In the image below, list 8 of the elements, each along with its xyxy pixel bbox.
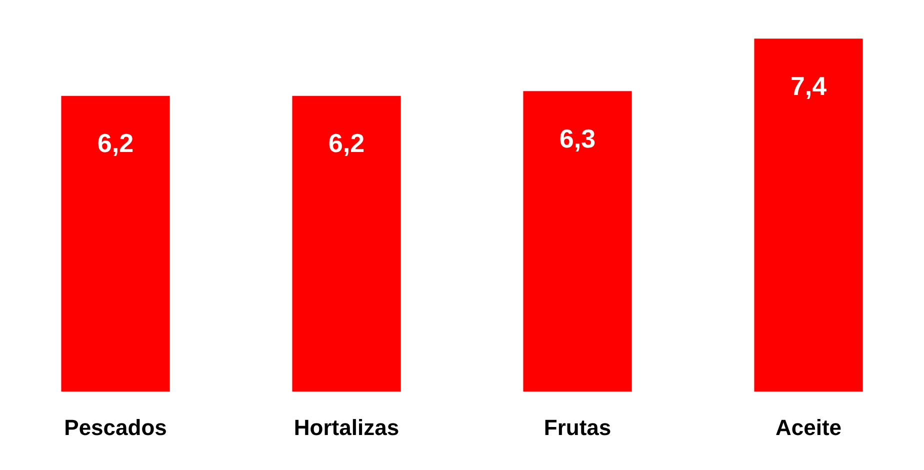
data-label: 6,3 bbox=[559, 123, 596, 154]
x-tick-label: Hortalizas bbox=[294, 414, 400, 440]
data-label: 7,4 bbox=[790, 70, 828, 101]
data-label: 6,2 bbox=[97, 128, 134, 158]
x-tick-label: Frutas bbox=[544, 414, 612, 440]
data-label: 6,2 bbox=[328, 128, 365, 158]
x-tick-label: Pescados bbox=[64, 414, 167, 440]
x-tick-label: Aceite bbox=[775, 414, 842, 440]
